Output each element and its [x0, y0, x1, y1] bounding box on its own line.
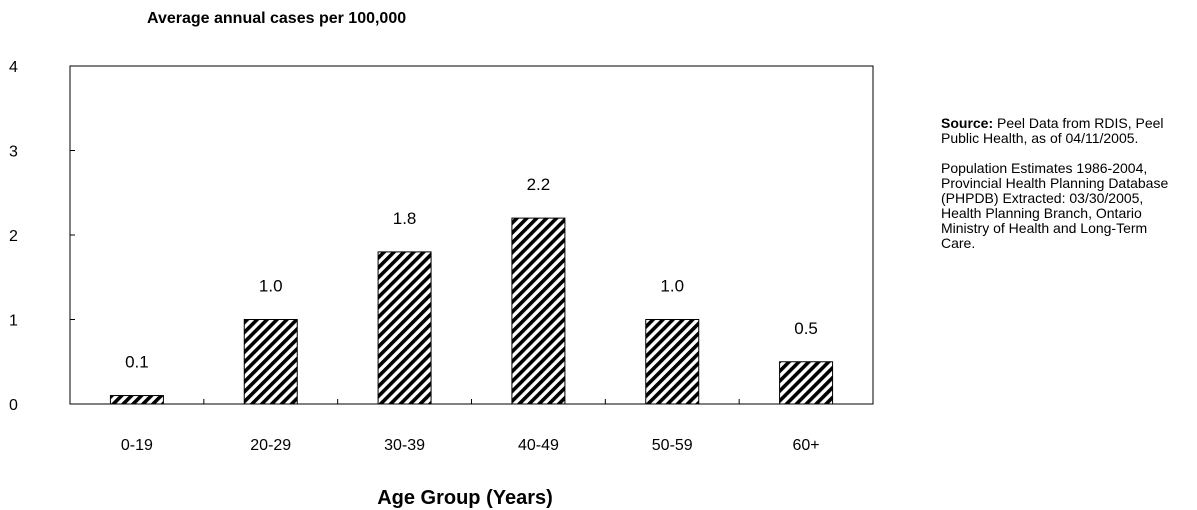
bar: [511, 217, 566, 405]
y-tick-label: 4: [9, 59, 18, 76]
source-paragraph: Source: Peel Data from RDIS, Peel Public…: [941, 116, 1181, 146]
bar: [645, 319, 700, 405]
bar: [779, 361, 834, 405]
y-tick-label: 0: [9, 397, 18, 414]
bar-data-label: 0.1: [125, 353, 149, 372]
bar: [243, 319, 298, 405]
y-tick-label: 2: [9, 228, 18, 245]
bar-data-label: 2.2: [527, 175, 551, 194]
source-text: Peel Data from RDIS, Peel Public Health,…: [941, 115, 1164, 146]
bar: [377, 251, 432, 405]
x-tick-label: 60+: [793, 437, 820, 454]
y-axis-title: Average annual cases per 100,000: [147, 10, 406, 27]
bar: [109, 395, 164, 405]
x-axis: 0-19 20-29 30-39 40-49 50-59 60+: [121, 399, 820, 454]
bar-series: 0.1 1.0 1.8 2.2 1.0 0.5: [109, 175, 834, 405]
source-note: Source: Peel Data from RDIS, Peel Public…: [941, 116, 1181, 266]
x-axis-title: Age Group (Years): [377, 487, 553, 509]
x-tick-label: 20-29: [250, 437, 291, 454]
x-tick-label: 0-19: [121, 437, 153, 454]
y-tick-label: 1: [9, 313, 18, 330]
plot-area-frame: [69, 65, 874, 405]
x-tick-label: 30-39: [384, 437, 425, 454]
population-paragraph: Population Estimates 1986-2004, Provinci…: [941, 160, 1169, 251]
y-axis: 0 1 2 3 4: [9, 59, 75, 414]
y-tick-label: 3: [9, 144, 18, 161]
source-label: Source:: [941, 115, 994, 131]
bar-data-label: 1.0: [259, 277, 283, 296]
bar-data-label: 0.5: [794, 319, 818, 338]
x-tick-label: 40-49: [518, 437, 559, 454]
bar-chart: Average annual cases per 100,000 0 1 2 3 4 0…: [9, 10, 874, 509]
bar-data-label: 1.0: [660, 277, 684, 296]
x-tick-label: 50-59: [652, 437, 693, 454]
bar-data-label: 1.8: [393, 209, 417, 228]
